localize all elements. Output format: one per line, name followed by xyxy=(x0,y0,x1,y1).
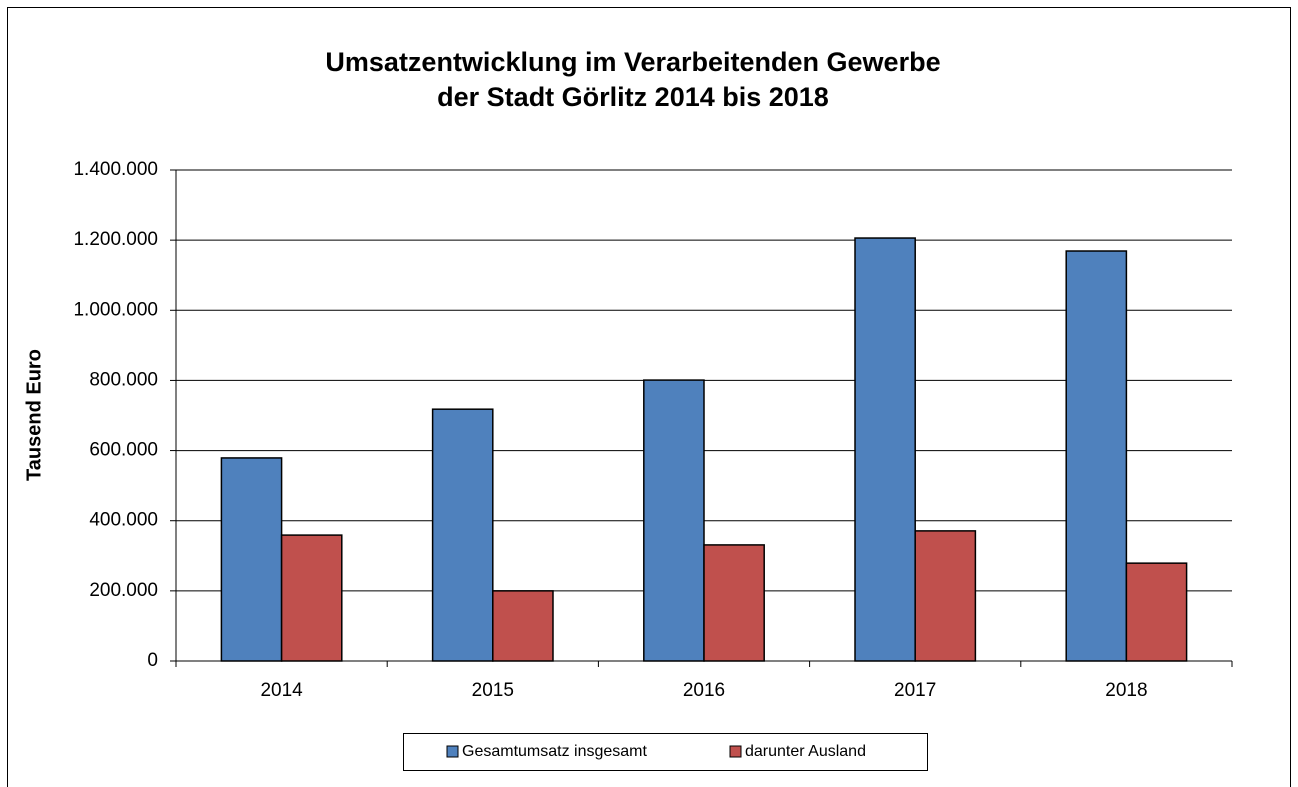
y-tick-label: 1.400.000 xyxy=(73,159,158,180)
x-tick-label: 2016 xyxy=(683,680,725,701)
bar xyxy=(280,534,343,662)
bar xyxy=(220,457,283,662)
bar xyxy=(431,408,494,662)
x-tick-label: 2017 xyxy=(894,680,936,701)
legend xyxy=(403,733,928,771)
y-tick-label: 1.200.000 xyxy=(73,229,158,250)
legend-label: Gesamtumsatz insgesamt xyxy=(462,743,648,760)
y-tick-label: 200.000 xyxy=(89,580,158,601)
bar xyxy=(703,544,765,662)
bar xyxy=(1065,250,1128,662)
y-tick-label: 0 xyxy=(147,650,158,671)
y-tick-label: 600.000 xyxy=(89,440,158,461)
y-axis-label: Tausend Euro xyxy=(23,349,45,481)
bar xyxy=(1125,562,1188,662)
bar xyxy=(492,590,554,662)
bar xyxy=(854,237,916,662)
x-tick-label: 2018 xyxy=(1105,680,1147,701)
x-tick-label: 2014 xyxy=(260,680,303,701)
bar xyxy=(914,530,977,662)
chart-title: der Stadt Görlitz 2014 bis 2018 xyxy=(437,82,829,112)
y-tick-label: 1.000.000 xyxy=(73,299,158,320)
x-tick-label: 2015 xyxy=(472,680,514,701)
chart-title: Umsatzentwicklung im Verarbeitenden Gewe… xyxy=(325,47,940,77)
legend-label: darunter Ausland xyxy=(745,743,866,760)
legend-swatch xyxy=(446,745,459,758)
bar xyxy=(643,379,705,662)
y-tick-label: 400.000 xyxy=(89,510,158,531)
legend-swatch xyxy=(729,745,742,758)
y-tick-label: 800.000 xyxy=(89,369,158,390)
